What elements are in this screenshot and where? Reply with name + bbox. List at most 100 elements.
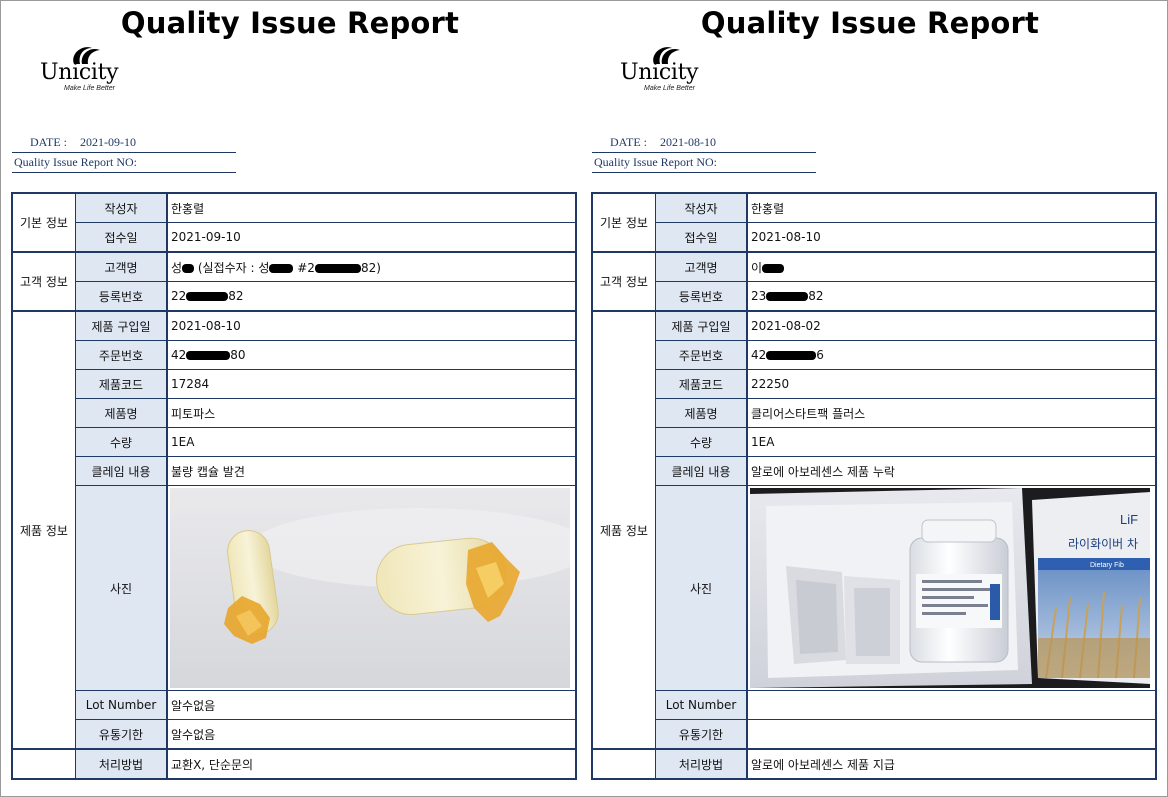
- product-package-image: LiF 라이화이버 차 Dietary Fib: [750, 488, 1150, 688]
- photo-cell: [166, 485, 577, 691]
- section-customer: 고객 정보: [11, 251, 76, 312]
- customer-note: (실접수자 : 성: [194, 260, 270, 275]
- registration-value: 22 82: [166, 281, 577, 312]
- customer-name-start: 성: [171, 260, 183, 275]
- order-number-value: 42 6: [746, 340, 1157, 370]
- claim-label: 클레임 내용: [655, 456, 748, 486]
- product-name-label: 제품명: [75, 398, 168, 428]
- customer-note-end: 82): [360, 260, 381, 275]
- unicity-logo: Unicity Make Life Better: [620, 44, 730, 96]
- box-title-text: 라이화이버 차: [1068, 537, 1138, 551]
- date-value: 2021-09-10: [80, 135, 136, 149]
- redaction-mark: [314, 263, 361, 273]
- lot-number-value: [746, 690, 1157, 720]
- redaction-mark: [766, 351, 817, 360]
- photo-label: 사진: [655, 485, 748, 691]
- customer-note-id: #2: [293, 260, 315, 275]
- handling-label: 처리방법: [75, 748, 168, 780]
- handling-value: 교환X, 단순문의: [166, 748, 577, 780]
- quantity-label: 수량: [655, 427, 748, 457]
- report-number-line: Quality Issue Report NO:: [12, 153, 236, 173]
- redaction-mark: [186, 351, 231, 360]
- claim-value: 불량 캡슐 발견: [166, 456, 577, 486]
- registration-end: 82: [808, 289, 824, 303]
- author-value: 한홍렬: [166, 192, 577, 223]
- purchase-date-label: 제품 구입일: [75, 310, 168, 341]
- report-title: Quality Issue Report: [700, 6, 1040, 40]
- expiry-value: 알수없음: [166, 719, 577, 750]
- customer-value: 성 (실접수자 : 성 #2 82): [166, 251, 577, 282]
- report-number-label: Quality Issue Report NO:: [14, 155, 137, 169]
- defective-capsule-image: [170, 488, 570, 688]
- registration-start: 22: [171, 289, 187, 303]
- section-product: 제품 정보: [591, 310, 656, 750]
- quantity-value: 1EA: [746, 427, 1157, 457]
- registration-label: 등록번호: [655, 281, 748, 312]
- section-customer: 고객 정보: [591, 251, 656, 312]
- logo-wordmark: Unicity: [40, 60, 119, 85]
- product-code-value: 17284: [166, 369, 577, 399]
- registration-start: 23: [751, 289, 767, 303]
- customer-label: 고객명: [75, 251, 168, 282]
- order-number-label: 주문번호: [75, 340, 168, 370]
- claim-value: 알로에 아보레센스 제품 누락: [746, 456, 1157, 486]
- order-start: 42: [171, 348, 187, 362]
- capsule-photo: [170, 488, 570, 688]
- product-code-label: 제품코드: [655, 369, 748, 399]
- lot-number-value: 알수없음: [166, 690, 577, 720]
- received-value: 2021-09-10: [166, 222, 577, 253]
- report-number-label: Quality Issue Report NO:: [594, 155, 717, 169]
- package-photo: LiF 라이화이버 차 Dietary Fib: [750, 488, 1150, 688]
- customer-value: 이: [746, 251, 1157, 282]
- redaction-mark: [186, 292, 229, 301]
- section-product: 제품 정보: [11, 310, 76, 750]
- redaction-mark: [762, 263, 785, 273]
- product-name-value: 클리어스타트팩 플러스: [746, 398, 1157, 428]
- redaction-mark: [269, 263, 294, 273]
- order-number-value: 42 80: [166, 340, 577, 370]
- quantity-label: 수량: [75, 427, 168, 457]
- order-start: 42: [751, 348, 767, 362]
- logo-wordmark: Unicity: [620, 60, 699, 85]
- empty-category-cell: [591, 748, 656, 780]
- lot-number-label: Lot Number: [655, 690, 748, 720]
- section-basic: 기본 정보: [591, 192, 656, 253]
- received-value: 2021-08-10: [746, 222, 1157, 253]
- date-value: 2021-08-10: [660, 135, 716, 149]
- order-end: 6: [816, 348, 824, 362]
- photo-cell: LiF 라이화이버 차 Dietary Fib: [746, 485, 1157, 691]
- received-label: 접수일: [655, 222, 748, 253]
- unicity-swirl-icon: [73, 47, 100, 64]
- purchase-date-label: 제품 구입일: [655, 310, 748, 341]
- date-label: DATE :: [610, 135, 647, 149]
- expiry-label: 유통기한: [75, 719, 168, 750]
- registration-label: 등록번호: [75, 281, 168, 312]
- logo-tagline: Make Life Better: [644, 85, 695, 92]
- empty-category-cell: [11, 748, 76, 780]
- date-label: DATE :: [30, 135, 67, 149]
- author-label: 작성자: [655, 192, 748, 223]
- quantity-value: 1EA: [166, 427, 577, 457]
- claim-label: 클레임 내용: [75, 456, 168, 486]
- handling-value: 알로에 아보레센스 제품 지급: [746, 748, 1157, 780]
- redaction-mark: [766, 292, 809, 301]
- logo-tagline: Make Life Better: [64, 85, 115, 92]
- report-number-line: Quality Issue Report NO:: [592, 153, 816, 173]
- author-label: 작성자: [75, 192, 168, 223]
- customer-label: 고객명: [655, 251, 748, 282]
- box-brand-text: LiF: [1120, 512, 1138, 527]
- product-name-value: 피토파스: [166, 398, 577, 428]
- section-basic: 기본 정보: [11, 192, 76, 253]
- report-right: Quality Issue Report Unicity Make Life B…: [580, 0, 1160, 797]
- registration-end: 82: [228, 289, 244, 303]
- author-value: 한홍렬: [746, 192, 1157, 223]
- product-name-label: 제품명: [655, 398, 748, 428]
- report-title: Quality Issue Report: [120, 6, 460, 40]
- received-label: 접수일: [75, 222, 168, 253]
- product-code-label: 제품코드: [75, 369, 168, 399]
- photo-label: 사진: [75, 485, 168, 691]
- registration-value: 23 82: [746, 281, 1157, 312]
- expiry-label: 유통기한: [655, 719, 748, 750]
- report-table: 기본 정보 작성자 한홍렬 접수일 2021-09-10 고객 정보 고객명 성…: [11, 192, 577, 780]
- date-line: DATE : 2021-08-10: [592, 133, 816, 153]
